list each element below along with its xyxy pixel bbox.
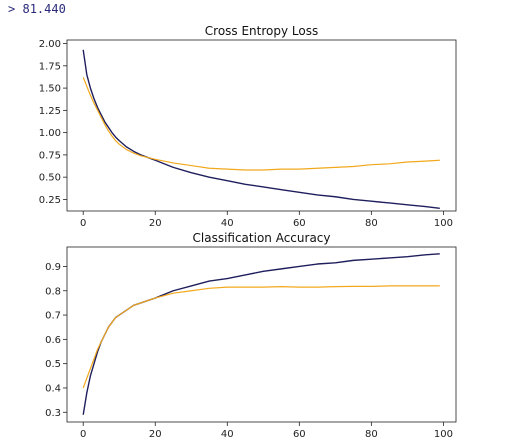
y-tick-label: 1.50 bbox=[39, 84, 61, 95]
y-tick-label: 1.25 bbox=[39, 106, 61, 117]
y-tick-label: 0.6 bbox=[45, 335, 61, 346]
x-tick-label: 0 bbox=[80, 218, 86, 229]
x-tick-label: 80 bbox=[365, 429, 378, 440]
series-line-2 bbox=[82, 285, 440, 389]
y-tick-label: 2.00 bbox=[39, 39, 61, 50]
y-tick-label: 1.00 bbox=[39, 128, 61, 139]
y-tick-label: 0.5 bbox=[45, 359, 61, 370]
plot-frame bbox=[66, 39, 457, 212]
plot-frame bbox=[66, 246, 457, 423]
x-tick-label: 40 bbox=[221, 218, 234, 229]
x-tick-label: 100 bbox=[434, 429, 453, 440]
y-tick-label: 0.25 bbox=[39, 195, 61, 206]
x-tick-label: 60 bbox=[293, 218, 306, 229]
x-tick-label: 20 bbox=[149, 429, 162, 440]
x-tick-label: 60 bbox=[293, 429, 306, 440]
x-tick-label: 40 bbox=[221, 429, 234, 440]
x-tick-label: 0 bbox=[80, 429, 86, 440]
chart-1: Cross Entropy Loss 0 20 40 60 80 100 0.25 0.50 0.… bbox=[39, 24, 457, 229]
chart-2: Classification Accuracy 0 20 40 60 80 100 0.3 0.… bbox=[45, 231, 457, 440]
y-tick-label: 0.9 bbox=[45, 262, 61, 273]
y-tick-label: 0.50 bbox=[39, 173, 61, 184]
series-line-1 bbox=[82, 49, 440, 210]
series-line-2 bbox=[82, 77, 440, 171]
cell-output: > 81.440 bbox=[8, 2, 66, 16]
x-tick-label: 80 bbox=[365, 218, 378, 229]
chart-title: Classification Accuracy bbox=[193, 231, 331, 245]
y-tick-label: 0.4 bbox=[45, 383, 61, 394]
x-tick-label: 20 bbox=[149, 218, 162, 229]
chart-title: Cross Entropy Loss bbox=[205, 24, 318, 38]
series-line-1 bbox=[82, 253, 440, 415]
output-prompt-symbol: > bbox=[8, 2, 16, 16]
y-tick-label: 0.3 bbox=[45, 408, 61, 419]
y-tick-label: 0.75 bbox=[39, 150, 61, 161]
y-tick-label: 1.75 bbox=[39, 61, 61, 72]
x-tick-label: 100 bbox=[434, 218, 453, 229]
output-value: 81.440 bbox=[22, 2, 66, 16]
y-tick-label: 0.8 bbox=[45, 286, 61, 297]
y-tick-label: 0.7 bbox=[45, 311, 61, 322]
